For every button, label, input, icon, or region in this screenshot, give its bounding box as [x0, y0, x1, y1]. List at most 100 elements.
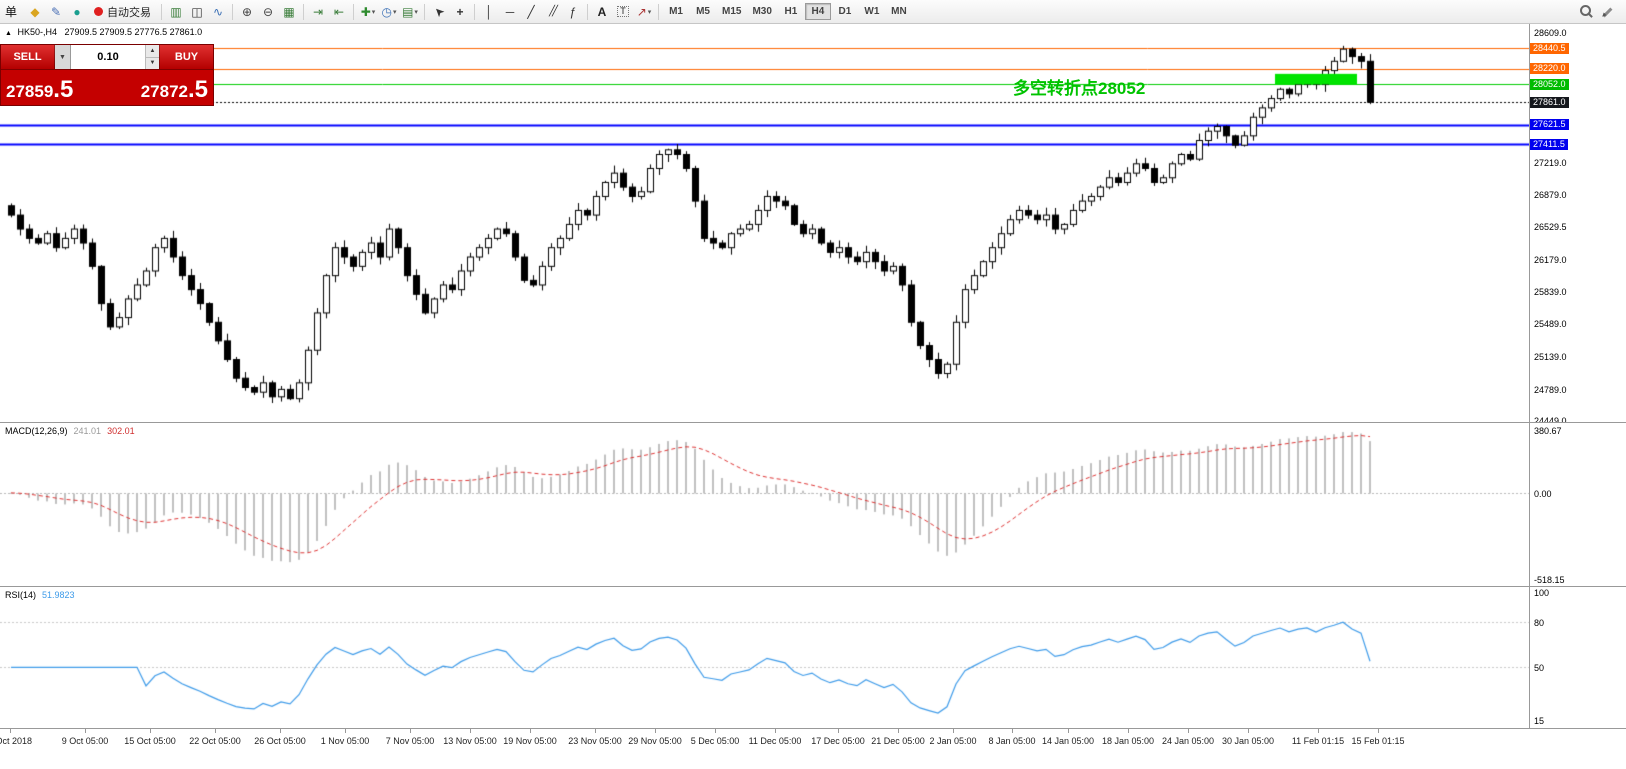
collapse-arrow-icon[interactable]: ▲ — [5, 30, 12, 37]
price-axis-label: 26179.0 — [1534, 254, 1567, 265]
channel-icon[interactable]: ╱╱ — [548, 5, 558, 17]
toolbar-separator — [658, 3, 660, 20]
timeframe-w1[interactable]: W1 — [864, 6, 880, 17]
macd-label: MACD(12,26,9) 241.01 302.01 — [5, 426, 135, 436]
time-axis-label: 30 Jan 05:00 — [1221, 736, 1275, 746]
time-axis-label: 18 Jan 05:00 — [1101, 736, 1155, 746]
time-axis-label: 8 Oct 2018 — [0, 736, 33, 746]
symbol-period: HK50-,H4 — [17, 27, 57, 37]
timeframe-m15[interactable]: M15 — [722, 6, 742, 17]
bar-chart-icon[interactable]: ▥ — [170, 4, 182, 19]
periods-icon[interactable]: ◷ ▾ — [381, 4, 397, 19]
rsi-canvas[interactable] — [0, 587, 1530, 728]
price-axis-label: 27219.0 — [1534, 158, 1567, 169]
timeframe-m1[interactable]: M1 — [669, 6, 683, 17]
timeframe-h1[interactable]: H1 — [784, 6, 798, 17]
chart-title: ▲ HK50-,H4 27909.5 27909.5 27776.5 27861… — [5, 27, 202, 37]
price-axis-label: 26879.0 — [1534, 189, 1567, 200]
macd-axis: 380.67 0.00 -518.15 — [1529, 423, 1626, 586]
indicators-dropdown-icon[interactable]: ▾ — [371, 8, 376, 16]
price-line-badge[interactable]: 28052.0 — [1530, 78, 1569, 90]
vertical-line-icon[interactable]: │ — [485, 4, 493, 19]
main-chart-panel: ▲ HK50-,H4 27909.5 27909.5 27776.5 27861… — [0, 24, 1626, 426]
zoom-in-icon[interactable]: ⊕ — [241, 4, 253, 19]
price-line-badge[interactable]: 28440.5 — [1530, 42, 1569, 54]
search-icon[interactable] — [1578, 3, 1596, 21]
timeframe-m5[interactable]: M5 — [696, 6, 710, 17]
timeframe-d1[interactable]: D1 — [838, 6, 852, 17]
one-click-trading-panel: SELL ▼ ▲ ▼ BUY 27859.5 27872.5 — [0, 44, 214, 106]
time-tick — [280, 729, 281, 733]
horizontal-line-icon[interactable]: ─ — [505, 4, 515, 19]
time-axis-label: 29 Nov 05:00 — [628, 736, 682, 746]
line-chart-icon[interactable]: ∿ — [212, 4, 224, 19]
cursor-icon[interactable]: ➤ — [430, 2, 448, 21]
time-tick — [10, 729, 11, 733]
time-axis-label: 26 Oct 05:00 — [254, 736, 306, 746]
volume-input[interactable] — [71, 45, 145, 69]
price-axis-label: 28609.0 — [1534, 28, 1567, 39]
zoom-out-icon[interactable]: ⊖ — [262, 4, 274, 19]
rsi-axis-label: 15 — [1534, 716, 1545, 727]
time-axis-label: 11 Dec 05:00 — [748, 736, 802, 746]
sell-button[interactable]: SELL — [1, 45, 55, 69]
timeframe-mn[interactable]: MN — [891, 6, 907, 17]
indicators-icon[interactable]: ✚ ▾ — [360, 4, 376, 19]
templates-icon[interactable]: ▤ ▾ — [402, 4, 418, 19]
fibonacci-icon[interactable]: ƒ — [569, 4, 577, 19]
rsi-label: RSI(14) 51.9823 — [5, 590, 75, 600]
price-line-badge[interactable]: 28220.0 — [1530, 63, 1569, 75]
templates-dropdown-icon[interactable]: ▾ — [414, 8, 418, 16]
volume-down-icon[interactable]: ▼ — [146, 57, 159, 69]
label-icon[interactable]: T — [613, 2, 633, 22]
time-tick — [345, 729, 346, 733]
price-line-badge[interactable]: 27861.0 — [1530, 96, 1569, 108]
buy-button[interactable]: BUY — [159, 45, 213, 69]
timeframe-h4[interactable]: H4 — [804, 3, 831, 20]
time-tick — [85, 729, 86, 733]
metaeditor-icon[interactable]: ✎ — [50, 4, 62, 19]
time-tick — [1378, 729, 1379, 733]
crosshair-icon[interactable]: + — [456, 4, 464, 19]
menu-label[interactable]: 单 — [5, 5, 18, 19]
arrows-icon[interactable]: ↗ ▾ — [636, 4, 652, 19]
trendline-icon[interactable]: ╱ — [527, 4, 535, 19]
time-tick — [1318, 729, 1319, 733]
rsi-value: 51.9823 — [42, 590, 75, 600]
buy-price[interactable]: 27872.5 — [140, 76, 208, 103]
auto-scroll-icon[interactable]: ⇥ — [312, 4, 324, 19]
time-axis-label: 5 Dec 05:00 — [690, 736, 740, 746]
arrows-dropdown-icon[interactable]: ▾ — [647, 8, 652, 16]
price-axis-label: 24449.0 — [1534, 416, 1567, 426]
time-axis-label: 15 Feb 01:15 — [1351, 736, 1405, 746]
new-order-icon[interactable]: ◆ — [30, 4, 40, 19]
time-tick — [953, 729, 954, 733]
text-icon[interactable]: A — [597, 4, 607, 19]
time-axis-label: 8 Jan 05:00 — [988, 736, 1036, 746]
toolbar: 单 ◆ ✎ ● 自动交易 ▥ ◫ ∿ ⊕ ⊖ ▦ ⇥ ⇤ ✚ ▾ ◷ ▾ ▤ ▾ ➤ + │ ─ ╱ ╱╱ ƒ A T ↗ ▾ M1 M5 M1… — [0, 0, 1626, 24]
volume-up-icon[interactable]: ▲ — [146, 45, 159, 58]
tile-windows-icon[interactable]: ▦ — [283, 4, 295, 19]
volume-preset-dropdown[interactable]: ▼ — [55, 45, 71, 69]
time-axis-label: 19 Nov 05:00 — [503, 736, 557, 746]
candlestick-chart-icon[interactable]: ◫ — [191, 4, 203, 19]
macd-canvas[interactable] — [0, 423, 1530, 586]
price-chart-canvas[interactable] — [0, 24, 1530, 422]
toolbar-right-group — [1578, 3, 1617, 21]
price-line-badge[interactable]: 27621.5 — [1530, 119, 1569, 131]
autotrade-status-icon — [94, 7, 104, 16]
time-tick — [655, 729, 656, 733]
time-axis-label: 9 Oct 05:00 — [61, 736, 109, 746]
timeframe-m30[interactable]: M30 — [752, 6, 772, 17]
time-axis-label: 22 Oct 05:00 — [189, 736, 241, 746]
rsi-axis-label: 50 — [1534, 663, 1545, 674]
autotrade-button[interactable]: 自动交易 — [88, 2, 157, 22]
community-icon[interactable]: ● — [73, 4, 81, 19]
sell-price[interactable]: 27859.5 — [6, 76, 74, 103]
chart-shift-icon[interactable]: ⇤ — [333, 4, 345, 19]
time-axis[interactable]: 8 Oct 2018 9 Oct 05:00 15 Oct 05:00 22 Oct … — [0, 728, 1626, 769]
time-tick — [775, 729, 776, 733]
edit-icon[interactable] — [1599, 3, 1617, 21]
periods-dropdown-icon[interactable]: ▾ — [393, 8, 397, 16]
price-line-badge[interactable]: 27411.5 — [1530, 138, 1568, 150]
